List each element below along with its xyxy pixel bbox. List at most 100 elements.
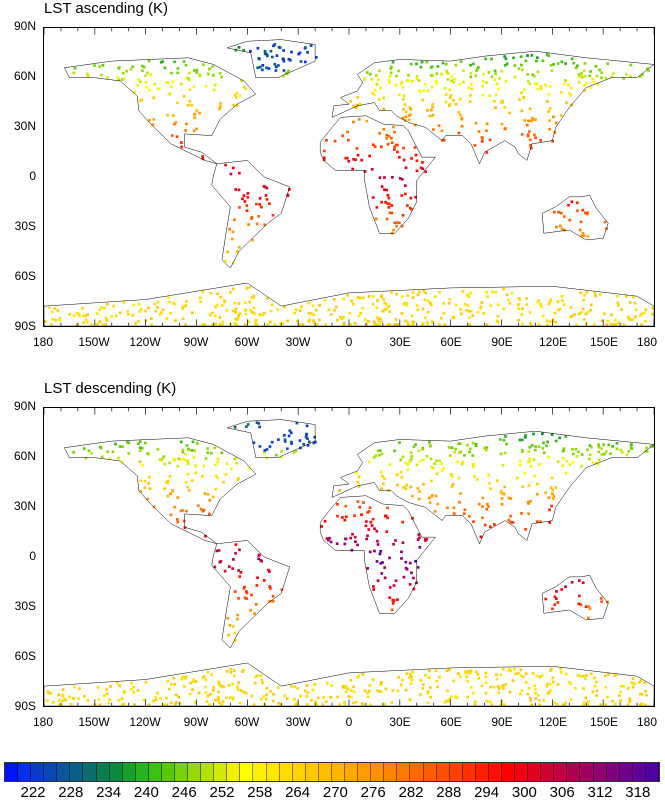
- lst-pixel: [350, 299, 354, 303]
- lst-pixel: [392, 148, 396, 151]
- lst-pixel: [519, 674, 523, 678]
- lst-pixel: [556, 683, 560, 686]
- lst-pixel: [548, 85, 552, 88]
- lst-pixel: [403, 301, 407, 305]
- lst-pixel: [526, 692, 530, 696]
- lst-pixel: [573, 686, 577, 690]
- lst-pixel: [394, 579, 398, 583]
- lst-pixel: [405, 483, 408, 487]
- lst-pixel: [380, 295, 383, 299]
- colorbar-label: 234: [96, 784, 122, 801]
- lst-pixel: [624, 295, 628, 298]
- lst-pixel: [527, 512, 530, 516]
- lst-pixel: [243, 596, 247, 600]
- lst-pixel: [127, 452, 131, 455]
- lst-pixel: [84, 314, 88, 318]
- lst-pixel: [365, 71, 369, 74]
- lst-pixel: [376, 579, 380, 582]
- lst-pixel: [460, 116, 464, 120]
- lst-pixel: [421, 161, 424, 164]
- lst-pixel: [363, 170, 367, 173]
- lst-pixel: [521, 448, 524, 452]
- lst-pixel: [153, 82, 157, 86]
- lst-pixel: [580, 464, 583, 468]
- lst-pixel: [396, 689, 400, 693]
- lst-pixel: [598, 293, 602, 296]
- lst-pixel: [315, 703, 318, 706]
- lst-pixel: [403, 103, 407, 107]
- lst-pixel: [581, 208, 585, 212]
- lst-pixel: [428, 114, 432, 118]
- lst-pixel: [356, 296, 360, 299]
- lst-pixel: [422, 89, 426, 93]
- lst-pixel: [368, 550, 372, 554]
- lst-pixel: [559, 211, 563, 215]
- lst-pixel: [634, 308, 638, 312]
- lst-pixel: [322, 149, 326, 153]
- lst-pixel: [583, 62, 587, 65]
- lst-pixel: [604, 703, 608, 706]
- lst-pixel: [550, 504, 553, 508]
- lon-tick-label: 120E: [538, 335, 568, 349]
- lst-pixel: [639, 312, 643, 316]
- lst-pixel: [254, 603, 258, 606]
- lst-pixel: [206, 447, 209, 450]
- colorbar-box: [462, 763, 476, 781]
- lst-pixel: [473, 703, 477, 706]
- lst-pixel: [148, 487, 152, 491]
- lst-pixel: [375, 529, 379, 533]
- lst-pixel: [256, 66, 260, 70]
- lst-pixel: [247, 467, 251, 471]
- lst-pixel: [485, 81, 488, 84]
- lst-pixel: [447, 446, 451, 449]
- lst-pixel: [236, 318, 240, 322]
- lst-pixel: [576, 209, 579, 213]
- lst-pixel: [544, 491, 548, 495]
- lst-pixel: [536, 300, 540, 304]
- lst-pixel: [97, 321, 101, 324]
- lst-pixel: [547, 302, 551, 306]
- lst-pixel: [360, 158, 364, 162]
- lst-pixel: [275, 54, 279, 57]
- lst-pixel: [268, 570, 271, 573]
- lst-pixel: [244, 301, 247, 304]
- lst-pixel: [526, 460, 530, 464]
- lst-pixel: [521, 485, 524, 488]
- lst-pixel: [563, 228, 566, 232]
- lst-pixel: [586, 310, 590, 314]
- lst-pixel: [527, 502, 530, 505]
- lst-pixel: [234, 639, 237, 642]
- lst-pixel: [443, 700, 447, 704]
- lst-pixel: [547, 455, 550, 459]
- coastline: [227, 40, 315, 78]
- lst-pixel: [427, 676, 431, 679]
- lst-pixel: [87, 449, 91, 453]
- colorbar-box: [345, 763, 359, 781]
- lst-pixel: [54, 319, 58, 322]
- lst-pixel: [367, 295, 371, 298]
- map-plot: [44, 28, 654, 326]
- lst-pixel: [480, 136, 484, 139]
- colorbar-label: 252: [209, 784, 235, 801]
- lst-pixel: [410, 678, 414, 682]
- lst-pixel: [221, 700, 225, 703]
- lst-pixel: [527, 130, 531, 133]
- lst-pixel: [242, 690, 245, 694]
- lst-pixel: [548, 300, 552, 304]
- lst-pixel: [595, 680, 598, 684]
- lst-pixel: [396, 221, 399, 224]
- lst-pixel: [147, 59, 151, 63]
- lst-pixel: [306, 691, 310, 695]
- lst-pixel: [593, 676, 596, 680]
- lst-pixel: [179, 440, 183, 444]
- lst-pixel: [594, 294, 597, 298]
- lst-pixel: [154, 698, 158, 702]
- lst-pixel: [206, 694, 210, 698]
- lst-pixel: [445, 669, 449, 673]
- lst-pixel: [379, 562, 383, 565]
- lst-pixel: [226, 616, 230, 620]
- lst-pixel: [549, 298, 553, 301]
- lst-pixel: [467, 86, 471, 90]
- lst-pixel: [269, 49, 273, 53]
- lst-pixel: [493, 69, 497, 73]
